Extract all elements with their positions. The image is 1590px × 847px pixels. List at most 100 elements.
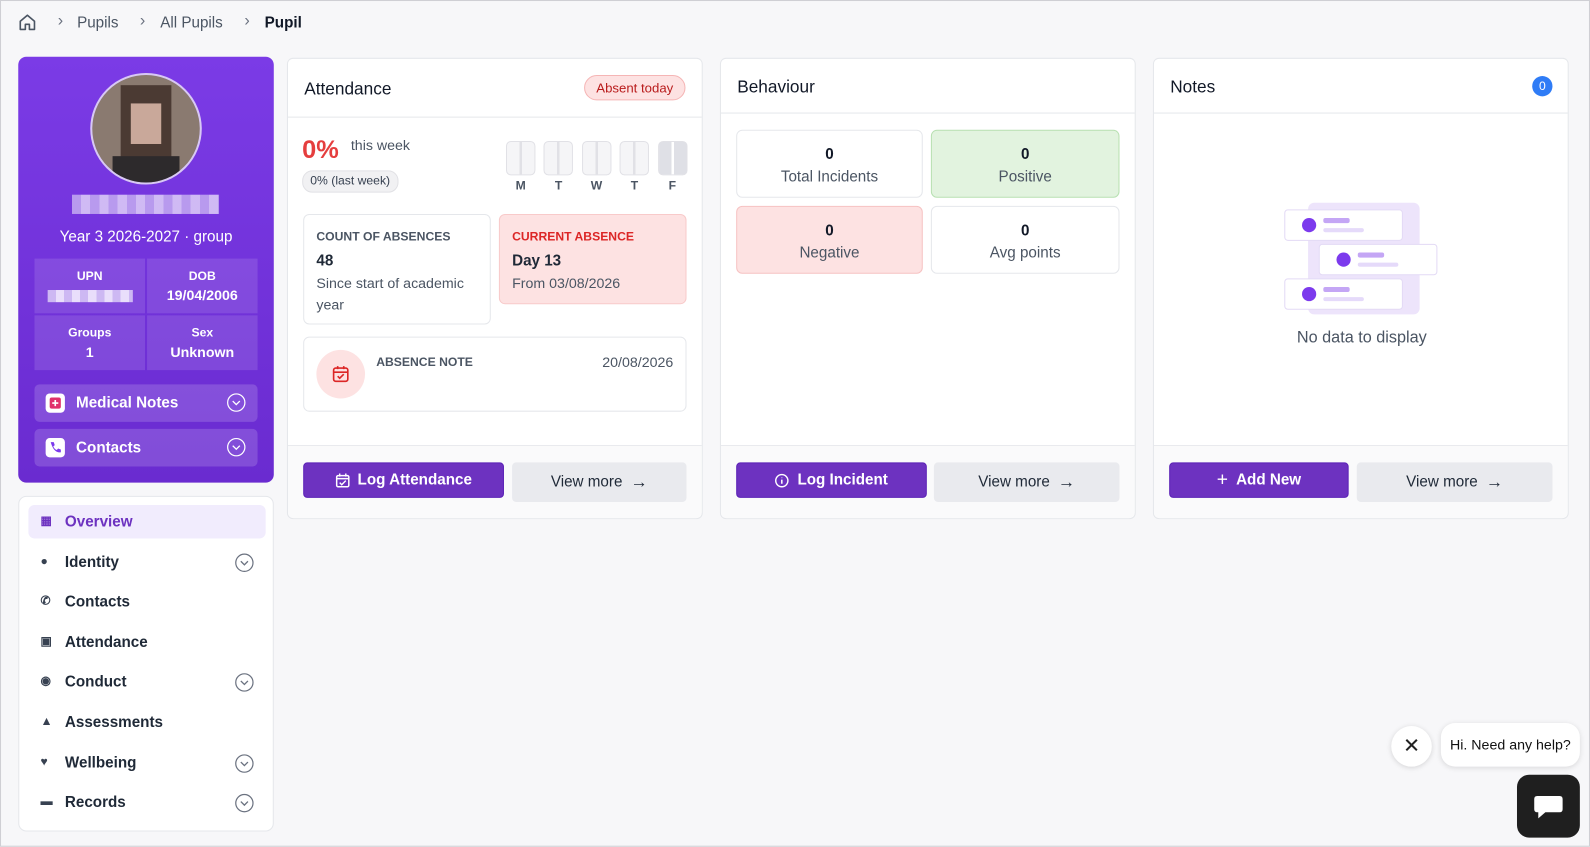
day-indicator <box>657 140 688 176</box>
period: this week <box>350 136 411 154</box>
view-more-button[interactable]: View more → <box>512 462 687 502</box>
stat-value: 0 <box>1020 222 1030 240</box>
breadcrumb-separator: › <box>139 12 146 30</box>
profile-field: DOB 19/04/2006 <box>147 258 258 314</box>
box-note: From 03/08/2026 <box>512 274 621 292</box>
note-icon <box>316 349 366 399</box>
icon-part <box>1284 278 1403 310</box>
icon-part <box>232 445 241 451</box>
breadcrumb-item[interactable]: Pupils <box>77 14 119 32</box>
stat-value: 0 <box>825 222 834 240</box>
breadcrumb-item[interactable]: All Pupils <box>160 14 223 32</box>
nav-icon: ▲ <box>40 713 53 729</box>
icon-part <box>235 553 254 572</box>
icon-part <box>335 474 350 487</box>
day-label: T <box>554 178 563 193</box>
day-label: W <box>590 178 603 193</box>
stat-box: 0 Total Incidents <box>736 129 923 198</box>
icon-part <box>227 393 246 412</box>
nav-item[interactable]: ▣ Attendance <box>28 625 265 658</box>
nav-item[interactable]: ◉ Conduct <box>28 666 265 699</box>
button-label: Add New <box>1236 471 1302 489</box>
home-icon[interactable] <box>17 12 37 32</box>
behaviour-card: Behaviour 0 Total Incidents 0 Positive 0 Nega… <box>719 57 1136 520</box>
nav-item[interactable]: ▲ Assessments <box>28 706 265 739</box>
icon-part <box>235 673 254 693</box>
decoration: → <box>1057 472 1076 492</box>
add-new-button[interactable]: + Add New <box>1169 462 1349 498</box>
icon-part <box>235 753 254 773</box>
icon-part <box>235 794 254 813</box>
profile-field: UPN <box>34 258 146 314</box>
icon-part <box>50 442 61 453</box>
chat-bubble[interactable]: Hi. Need any help? <box>1440 723 1580 767</box>
field-label: Sex <box>191 325 214 340</box>
section-label: Contacts <box>76 439 142 457</box>
field-label: UPN <box>76 268 103 283</box>
nav-item[interactable]: ✆ Contacts <box>28 585 265 618</box>
card-title: Notes <box>1170 77 1216 97</box>
icon-part <box>1534 796 1563 819</box>
stat-label: Total Incidents <box>780 168 879 186</box>
icon-part <box>332 367 349 383</box>
last-week: 0% (last week) <box>302 170 399 193</box>
nav-item[interactable]: ● Identity <box>28 545 265 578</box>
log-attendance-button[interactable]: Log Attendance <box>303 462 504 498</box>
chat-launcher[interactable] <box>1516 774 1580 838</box>
group-line: Year 3 2026-2027 · group <box>59 228 233 246</box>
day-indicator <box>543 140 574 176</box>
icon-part <box>1302 286 1317 302</box>
nav-icon: ● <box>40 553 48 568</box>
icon-part <box>1323 218 1350 224</box>
nav-item[interactable]: ▬ Records <box>28 786 265 819</box>
icon-part <box>227 437 246 457</box>
icon-part <box>240 801 249 807</box>
view-more-button[interactable]: View more → <box>933 462 1120 502</box>
profile-field: Groups 1 <box>34 315 146 371</box>
log-incident-button[interactable]: Log Incident <box>736 462 927 498</box>
section-icon <box>45 438 65 458</box>
field-value: Unknown <box>170 343 235 360</box>
field-value: 19/04/2006 <box>166 286 238 304</box>
icon-part <box>49 397 61 409</box>
breadcrumb-separator: › <box>57 12 64 30</box>
nav-item[interactable]: ♥ Wellbeing <box>28 746 265 779</box>
divider <box>1153 112 1568 114</box>
icon-part <box>1284 209 1403 241</box>
icon-part <box>1323 297 1364 302</box>
icon-part <box>227 393 246 412</box>
decoration: → <box>1485 472 1504 492</box>
box-title: ABSENCE NOTE <box>376 354 473 370</box>
icon-part <box>333 366 348 380</box>
card-title: Behaviour <box>737 77 815 97</box>
icon-part <box>235 673 254 693</box>
field-label: Groups <box>68 325 112 340</box>
absence-note: ABSENCE NOTE 20/08/2026 <box>303 336 687 412</box>
nav-label: Records <box>64 794 126 812</box>
nav-label: Wellbeing <box>64 754 137 772</box>
expand-chevron <box>226 437 246 461</box>
notes-count: 0 <box>1532 76 1553 97</box>
empty-illustration <box>1284 202 1438 315</box>
attendance-percent: 0% <box>302 135 339 165</box>
nav-item[interactable]: ▦ Overview <box>28 504 266 539</box>
box-value: 48 <box>316 252 334 270</box>
nav-icon: ♥ <box>40 754 48 769</box>
stat-box: 0 Avg points <box>930 205 1120 274</box>
field-label: DOB <box>188 268 216 283</box>
expand-chevron <box>226 392 246 416</box>
profile-section[interactable]: Contacts <box>34 428 258 467</box>
button-label: View more <box>1406 473 1478 491</box>
card-title: Attendance <box>304 79 392 99</box>
chat-close[interactable]: ✕ <box>1391 726 1432 767</box>
day-label: F <box>668 178 677 193</box>
nav-icon: ▬ <box>40 794 53 809</box>
nav-icon: ▣ <box>40 633 53 648</box>
divider <box>1153 445 1568 447</box>
decoration: + <box>1216 468 1228 491</box>
profile-section[interactable]: Medical Notes <box>34 384 258 422</box>
expand-chevron <box>234 753 254 777</box>
field-redacted <box>47 290 133 303</box>
view-more-button[interactable]: View more → <box>1356 462 1553 502</box>
